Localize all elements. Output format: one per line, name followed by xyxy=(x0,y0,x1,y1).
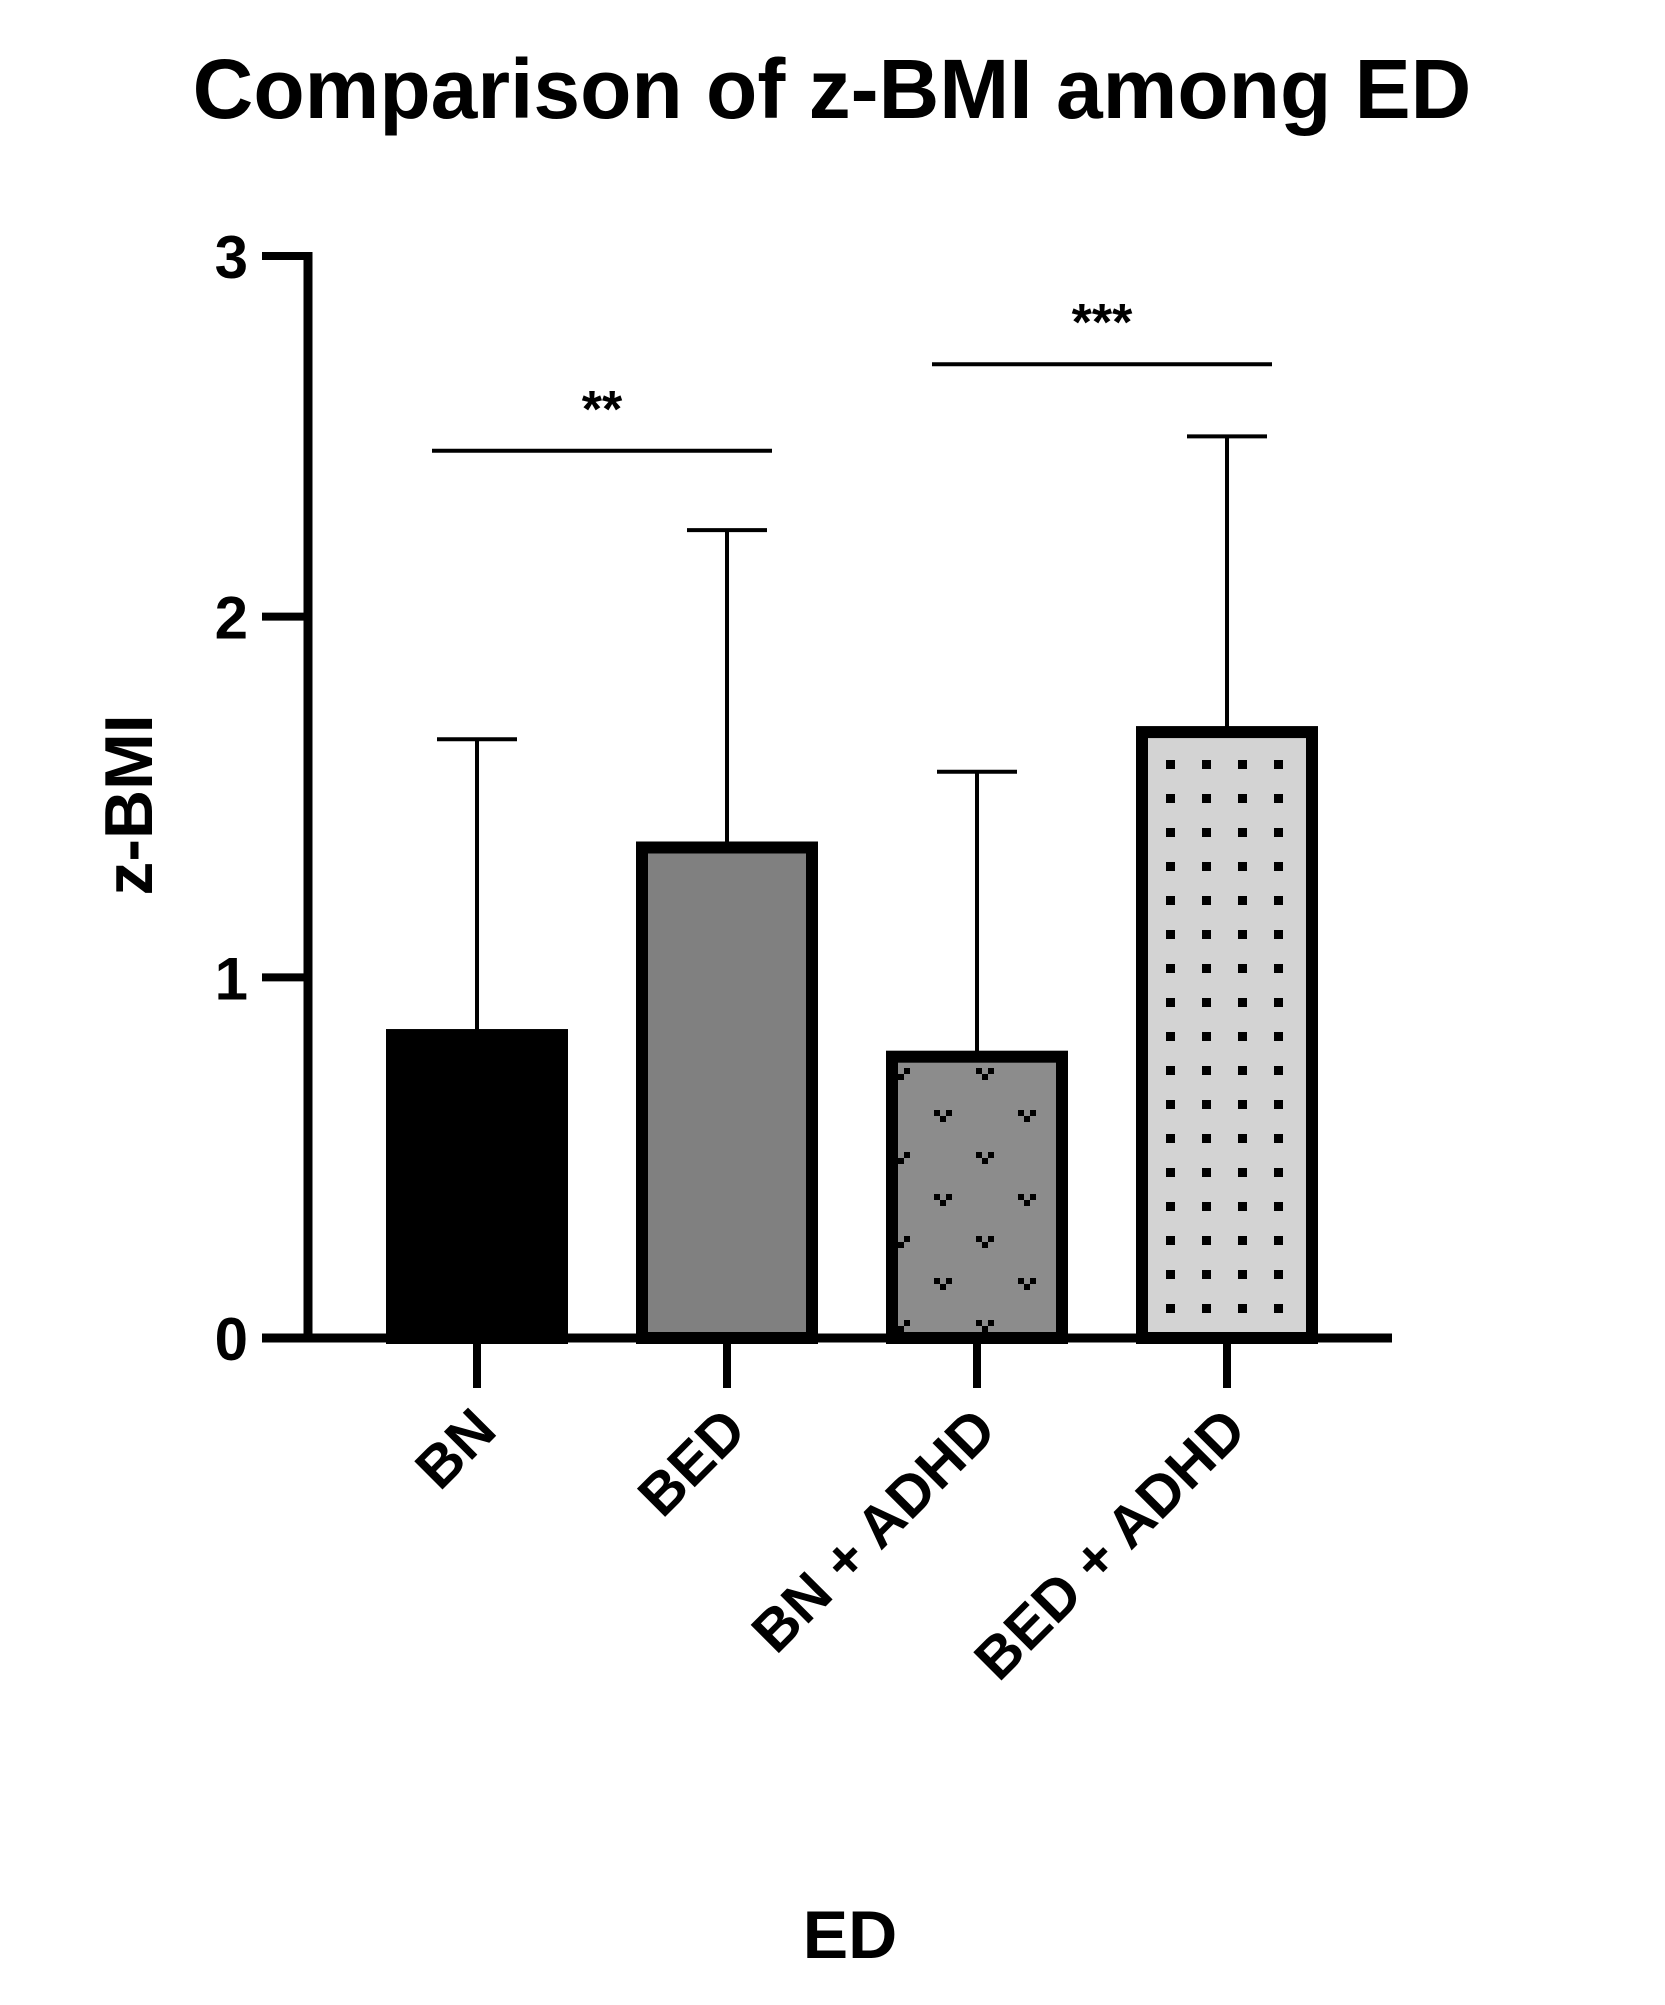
y-tick-label-1: 1 xyxy=(215,945,248,1012)
y-tick-label-2: 2 xyxy=(215,585,248,652)
y-tick-label-3: 3 xyxy=(215,224,248,291)
bar-3 xyxy=(1136,726,1318,1344)
significance-label-0: ** xyxy=(582,381,623,439)
bar-1 xyxy=(636,841,818,1344)
y-tick-label-0: 0 xyxy=(215,1306,248,1373)
bar-0 xyxy=(386,1029,568,1345)
x-tick-label-2: BN + ADHD xyxy=(739,1396,1008,1665)
x-tick-label-1: BED xyxy=(626,1396,759,1529)
chart-title: Comparison of z-BMI among ED xyxy=(193,42,1472,136)
significance-label-1: *** xyxy=(1072,294,1133,352)
y-axis-label: z-BMI xyxy=(91,714,167,895)
x-tick-label-0: BN xyxy=(403,1396,508,1501)
bar-2 xyxy=(886,1050,1068,1345)
x-axis-label: ED xyxy=(803,1897,897,1973)
